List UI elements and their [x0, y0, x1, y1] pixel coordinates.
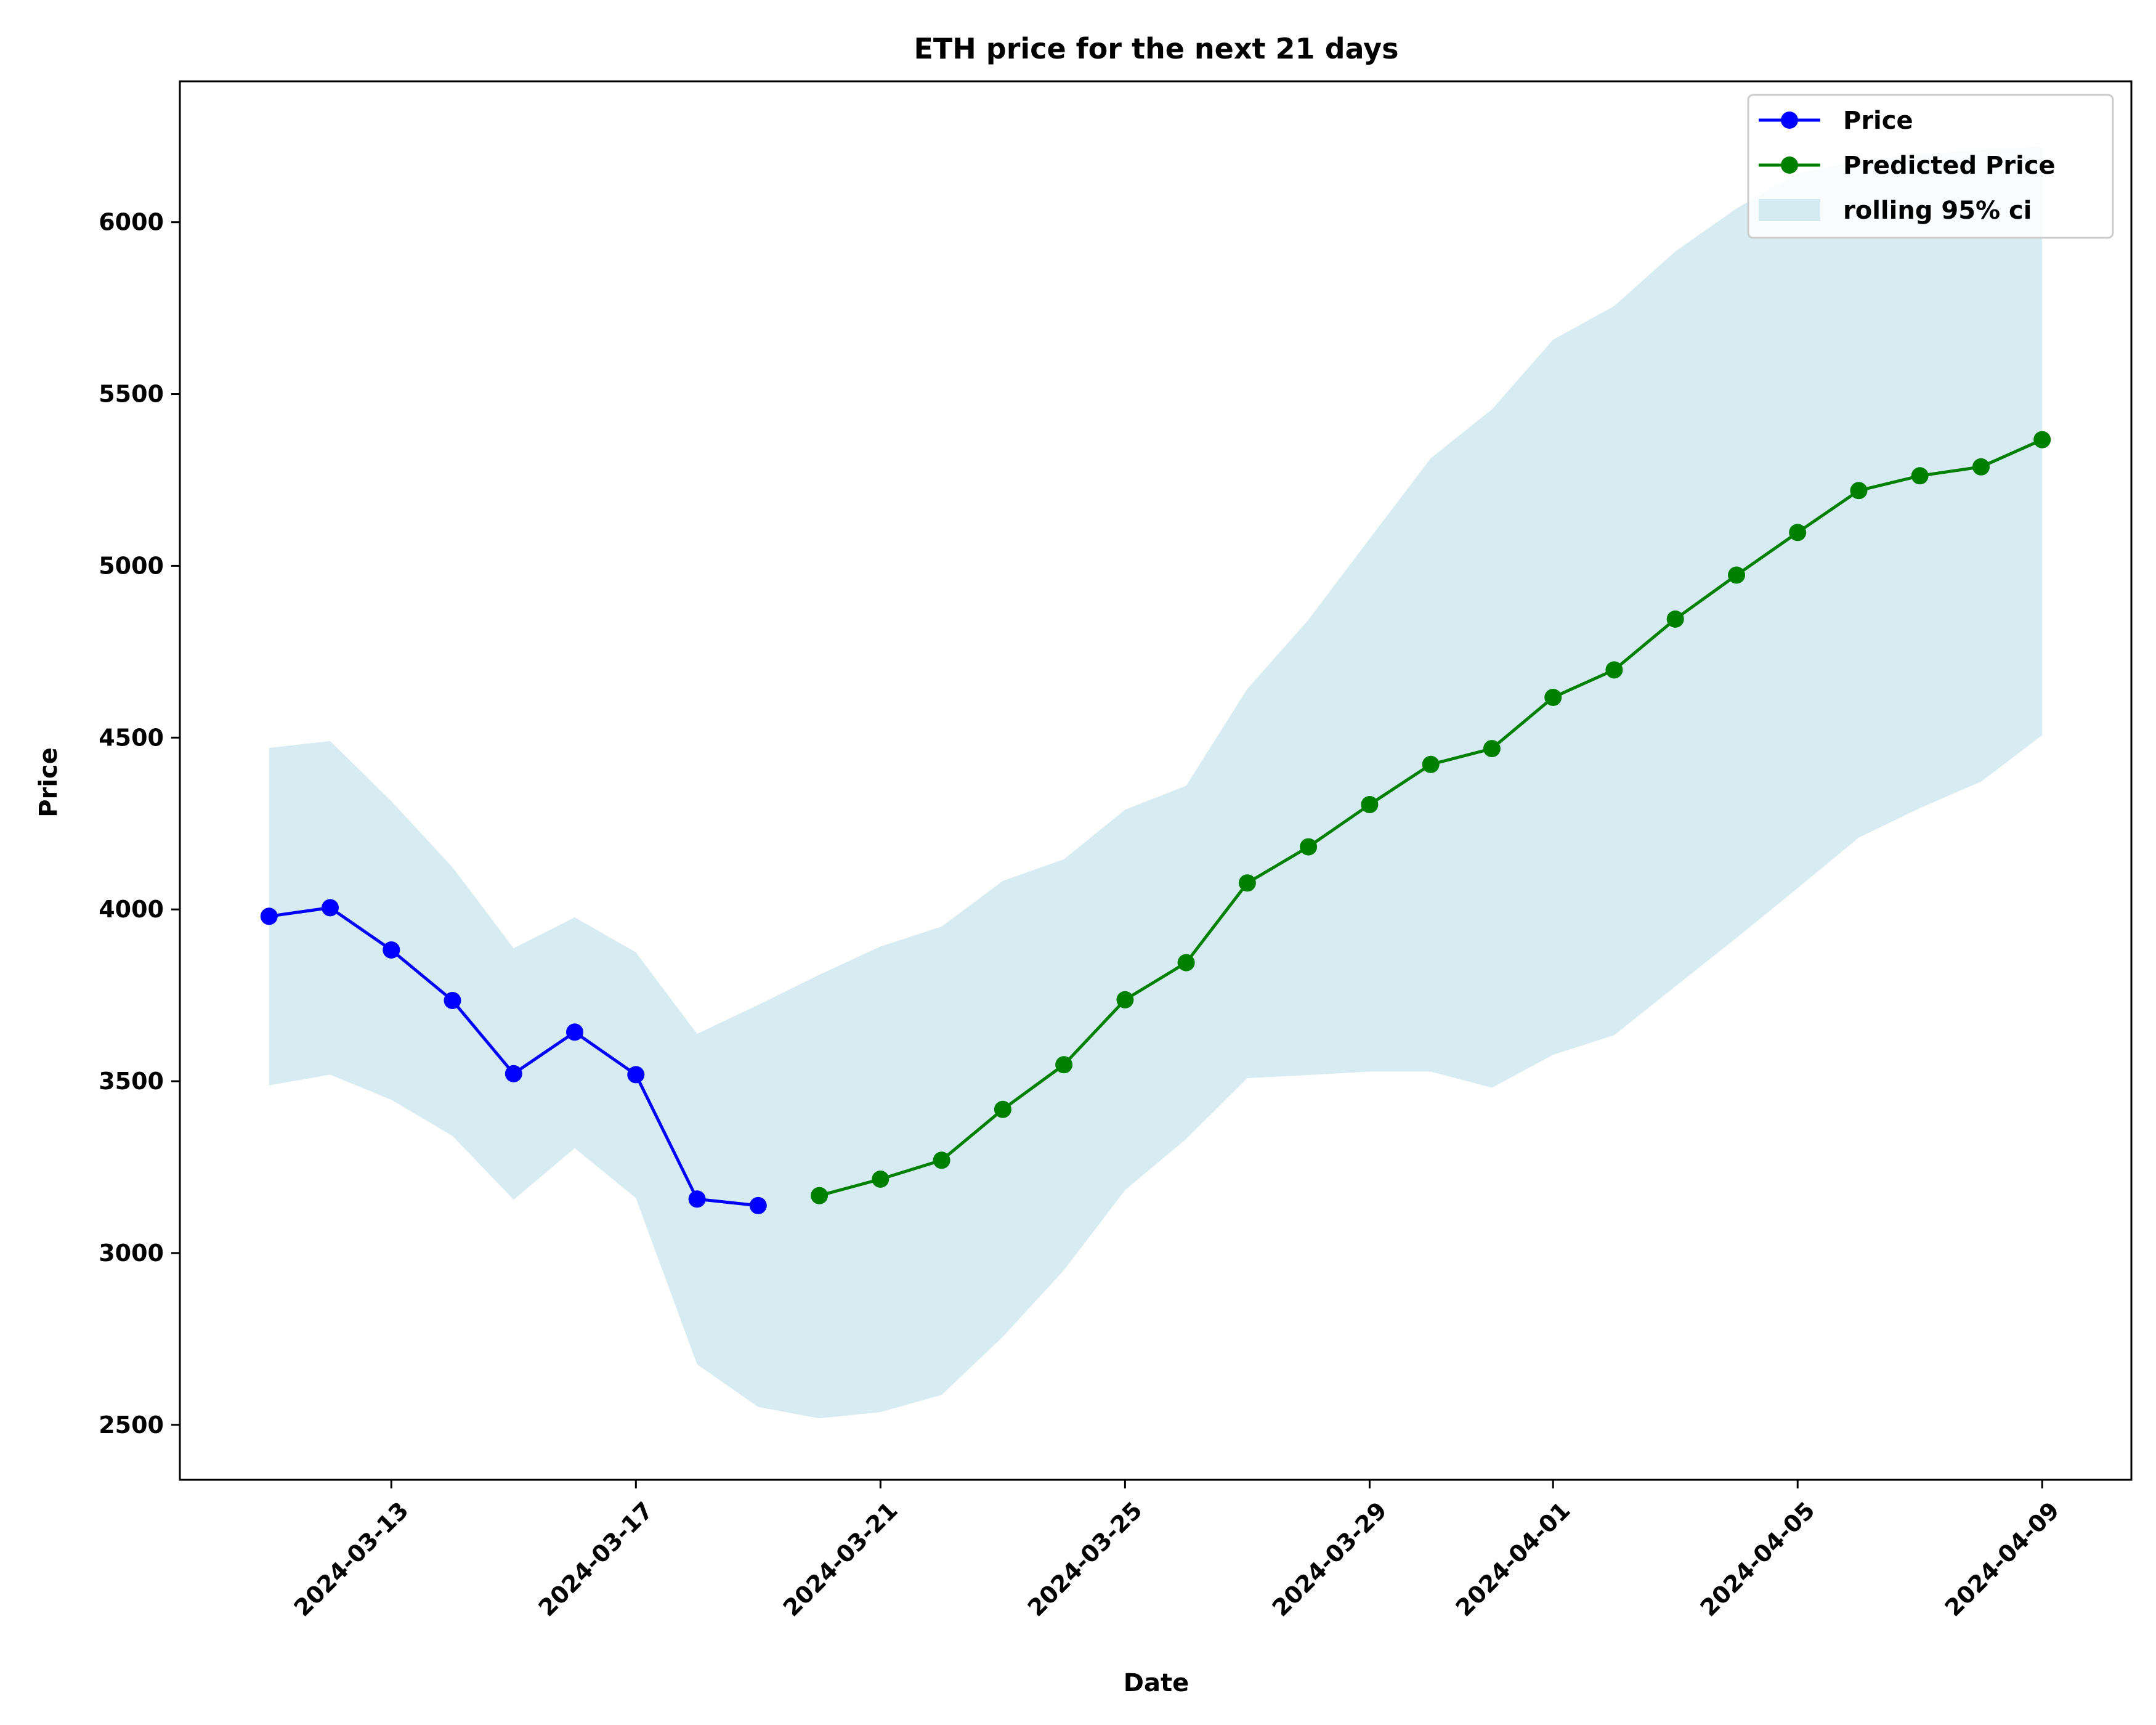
- price-point: [444, 992, 461, 1009]
- predicted-price-point: [994, 1100, 1011, 1118]
- predicted-price-point: [1177, 954, 1195, 972]
- price-point: [627, 1066, 645, 1084]
- y-tick-label: 5000: [99, 552, 164, 579]
- legend-frame: [1747, 94, 2114, 239]
- predicted-price-point: [1238, 874, 1256, 892]
- price-point: [688, 1190, 706, 1208]
- predicted-price-point: [1422, 755, 1440, 773]
- legend-predicted-price-label: Predicted Price: [1843, 152, 2056, 180]
- predicted-price-point: [2033, 431, 2051, 448]
- y-tick-label: 4500: [99, 724, 164, 751]
- predicted-price-point: [1361, 796, 1379, 813]
- predicted-price-point: [811, 1187, 829, 1204]
- predicted-price-point: [1544, 689, 1562, 706]
- legend-price-label: Price: [1843, 107, 1913, 135]
- y-tick-label: 3000: [99, 1240, 164, 1267]
- predicted-price-point: [1300, 838, 1318, 856]
- ci-band: [269, 147, 2043, 1419]
- series-markers-layer: [260, 431, 2051, 1214]
- legend: Price Predicted Price rolling 95% ci: [1747, 94, 2114, 239]
- y-tick-label: 5500: [99, 381, 164, 408]
- predicted-price-point: [872, 1171, 890, 1188]
- predicted-price-point: [1972, 458, 1990, 476]
- chart-title: ETH price for the next 21 days: [914, 32, 1398, 65]
- predicted-price-point: [1116, 991, 1134, 1009]
- legend-price-swatch-marker: [1781, 112, 1798, 129]
- price-point: [566, 1023, 583, 1041]
- predicted-price-point: [1850, 482, 1868, 500]
- predicted-price-point: [1055, 1056, 1073, 1074]
- predicted-price-point: [1728, 566, 1745, 584]
- predicted-price-point: [1789, 524, 1807, 542]
- price-point: [322, 899, 339, 917]
- price-point: [749, 1196, 767, 1214]
- y-axis: 2500 3000 3500 4000 4500 5000 5500 6000: [99, 209, 180, 1439]
- y-axis-label: Price: [34, 747, 63, 818]
- predicted-price-point: [1605, 661, 1623, 679]
- x-axis-label: Date: [1124, 1669, 1189, 1697]
- predicted-price-point: [1911, 467, 1929, 485]
- predicted-price-point: [1666, 610, 1684, 628]
- plot-frame: [179, 80, 2133, 1481]
- y-tick-label: 3500: [99, 1068, 164, 1095]
- ci-band-layer: [269, 147, 2043, 1419]
- legend-predicted-swatch-marker: [1781, 156, 1798, 174]
- legend-ci-label: rolling 95% ci: [1843, 197, 2032, 225]
- predicted-price-point: [933, 1151, 950, 1169]
- legend-ci-swatch: [1759, 199, 1820, 221]
- y-tick-label: 4000: [99, 896, 164, 923]
- predicted-price-point: [1483, 740, 1501, 758]
- price-point: [260, 907, 278, 925]
- price-point: [383, 941, 400, 959]
- price-point: [505, 1065, 522, 1082]
- y-tick-label: 6000: [99, 209, 164, 236]
- y-tick-label: 2500: [99, 1411, 164, 1439]
